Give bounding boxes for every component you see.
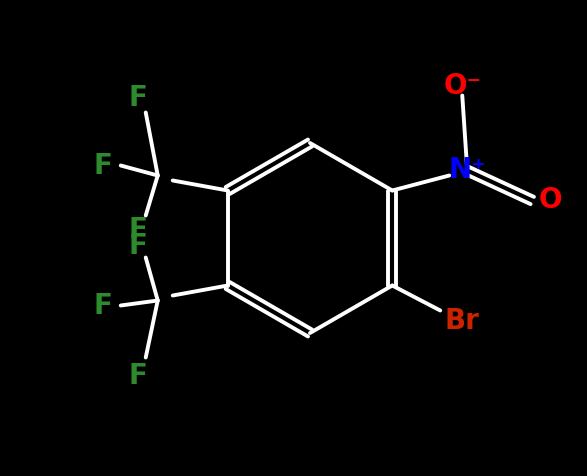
Text: F: F	[129, 217, 147, 245]
Text: N⁺: N⁺	[448, 157, 486, 185]
Text: F: F	[129, 361, 147, 389]
Text: O: O	[538, 187, 562, 215]
Text: F: F	[129, 231, 147, 259]
Text: O⁻: O⁻	[443, 71, 481, 99]
Text: Br: Br	[445, 307, 480, 335]
Text: F: F	[93, 291, 112, 319]
Text: F: F	[129, 83, 147, 111]
Text: F: F	[93, 151, 112, 179]
